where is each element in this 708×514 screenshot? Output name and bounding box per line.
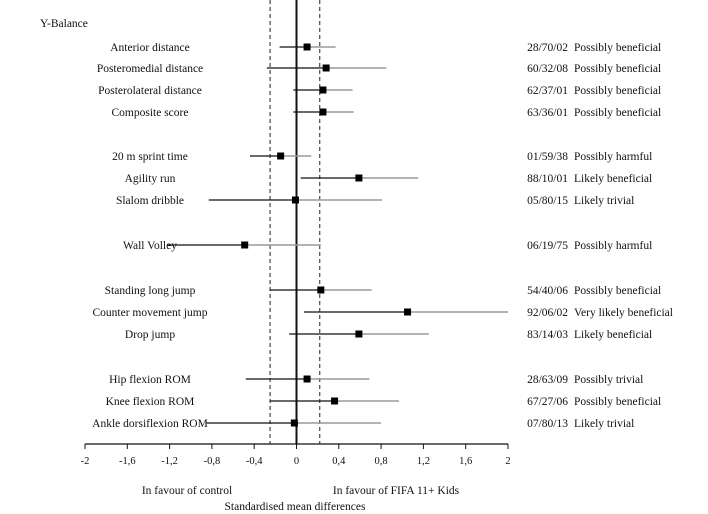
forest-row: Composite score 63/36/01 Possibly benefici…	[112, 107, 662, 119]
forest-row: Standing long jump 54/40/06 Possibly benef…	[105, 285, 662, 297]
point-estimate-marker	[291, 196, 299, 204]
forest-row: Posteromedial distance 60/32/08 Possibly b…	[97, 63, 661, 75]
point-estimate-marker	[303, 43, 311, 51]
favour-intervention-caption: In favour of FIFA 11+ Kids	[333, 485, 460, 497]
x-tick-label: -2	[81, 456, 90, 467]
point-estimate-marker	[319, 108, 327, 116]
forest-row: Drop jump 83/14/03 Likely beneficial	[125, 329, 652, 341]
row-label: Hip flexion ROM	[109, 374, 191, 386]
probability-label: 63/36/01	[527, 107, 568, 119]
probability-label: 83/14/03	[527, 329, 568, 341]
inference-label: Likely trivial	[574, 195, 634, 207]
inference-label: Very likely beneficial	[574, 307, 673, 319]
row-label: Drop jump	[125, 329, 175, 341]
probability-label: 60/32/08	[527, 63, 568, 75]
row-label: Standing long jump	[105, 285, 196, 297]
forest-row: Agility run 88/10/01 Likely beneficial	[125, 173, 653, 185]
x-tick-label: -1,2	[161, 456, 178, 467]
probability-label: 92/06/02	[527, 307, 568, 319]
x-tick-label: -1,6	[119, 456, 136, 467]
inference-label: Possibly beneficial	[574, 63, 661, 75]
x-tick-label: 1,6	[459, 456, 472, 467]
x-tick-label: -0,8	[204, 456, 221, 467]
x-tick-label: 0,4	[332, 456, 346, 467]
point-estimate-marker	[355, 174, 363, 182]
x-tick-label: 0,8	[375, 456, 388, 467]
point-estimate-marker	[241, 241, 249, 249]
row-label: Counter movement jump	[93, 307, 208, 319]
inference-label: Possibly beneficial	[574, 42, 661, 54]
inference-label: Possibly beneficial	[574, 85, 661, 97]
row-label: 20 m sprint time	[112, 151, 188, 163]
probability-label: 54/40/06	[527, 285, 568, 297]
inference-label: Likely trivial	[574, 418, 634, 430]
row-label: Wall Volley	[123, 240, 177, 252]
inference-label: Likely beneficial	[574, 173, 652, 185]
favour-control-caption: In favour of control	[142, 485, 232, 497]
inference-label: Possibly harmful	[574, 151, 652, 163]
row-label: Ankle dorsiflexion ROM	[92, 418, 208, 430]
inference-label: Possibly trivial	[574, 374, 643, 386]
point-estimate-marker	[331, 397, 339, 405]
probability-label: 06/19/75	[527, 240, 568, 252]
x-tick-label: -0,4	[246, 456, 263, 467]
probability-label: 07/80/13	[527, 418, 568, 430]
probability-label: 62/37/01	[527, 85, 568, 97]
probability-label: 28/63/09	[527, 374, 568, 386]
point-estimate-marker	[277, 152, 285, 160]
row-label: Agility run	[125, 173, 176, 185]
probability-label: 67/27/06	[527, 396, 568, 408]
row-label: Posteromedial distance	[97, 63, 203, 75]
point-estimate-marker	[355, 330, 363, 338]
probability-label: 01/59/38	[527, 151, 568, 163]
probability-label: 05/80/15	[527, 195, 568, 207]
forest-row: Knee flexion ROM 67/27/06 Possibly benefic…	[106, 396, 662, 408]
forest-row: Hip flexion ROM 28/63/09 Possibly trivial	[109, 374, 643, 386]
x-tick-label: 1,2	[417, 456, 430, 467]
probability-label: 28/70/02	[527, 42, 568, 54]
x-axis-label: Standardised mean differences	[225, 501, 366, 513]
forest-row: Wall Volley 06/19/75 Possibly harmful	[123, 240, 652, 252]
point-estimate-marker	[322, 64, 330, 72]
inference-label: Possibly beneficial	[574, 107, 661, 119]
forest-row: 20 m sprint time 01/59/38 Possibly harmful	[112, 151, 652, 163]
forest-row: Posterolateral distance 62/37/01 Possibly …	[98, 85, 661, 97]
forest-row: Anterior distance 28/70/02 Possibly benefi…	[110, 42, 661, 54]
inference-label: Possibly beneficial	[574, 396, 661, 408]
point-estimate-marker	[290, 419, 298, 427]
inference-label: Possibly harmful	[574, 240, 652, 252]
point-estimate-marker	[317, 286, 325, 294]
row-label: Slalom dribble	[116, 195, 184, 207]
point-estimate-marker	[319, 86, 327, 94]
inference-label: Possibly beneficial	[574, 285, 661, 297]
inference-label: Likely beneficial	[574, 329, 652, 341]
row-label: Knee flexion ROM	[106, 396, 195, 408]
point-estimate-marker	[404, 308, 412, 316]
forest-row: Slalom dribble 05/80/15 Likely trivial	[116, 195, 634, 207]
section-heading: Y-Balance	[40, 18, 88, 30]
forest-row: Ankle dorsiflexion ROM 07/80/13 Likely tri…	[92, 418, 634, 430]
row-label: Composite score	[112, 107, 189, 119]
x-tick-label: 0	[294, 456, 299, 467]
point-estimate-marker	[303, 375, 311, 383]
forest-row: Counter movement jump 92/06/02 Very likely…	[93, 307, 673, 319]
row-label: Anterior distance	[110, 42, 190, 54]
x-tick-label: 2	[505, 456, 510, 467]
row-label: Posterolateral distance	[98, 85, 202, 97]
probability-label: 88/10/01	[527, 173, 568, 185]
